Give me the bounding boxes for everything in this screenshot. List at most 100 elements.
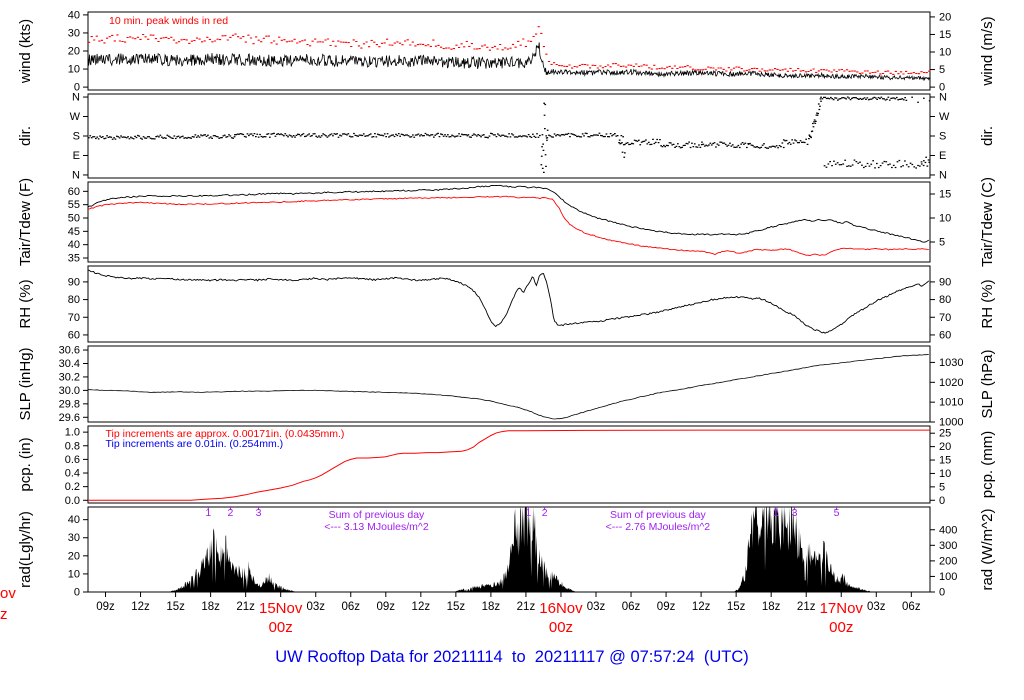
temp-ytick-label-right: 5 [939,237,945,249]
x-axis-date-label: 00z [269,619,293,636]
wind-series-wind-peaks [88,26,931,75]
wind-axis-label-right: wind (m/s) [979,16,996,86]
rad-annotation: 3 [256,507,262,519]
pcp-ytick-label-right: 20 [939,441,951,453]
pcp-axis-label-left: pcp. (in) [17,437,34,491]
rad-annotation: <--- 3.13 MJoules/m^2 [324,521,429,533]
rad-ytick-label-right: 0 [939,587,945,599]
rh-ytick-label-right: 90 [939,276,951,288]
dir-ytick-label-left: S [73,131,80,143]
temp-panel-border [87,181,931,263]
slp-ytick-label-left: 29.6 [59,412,80,424]
slp-panel-border [87,345,931,423]
dir-ytick-label-left: W [70,111,81,123]
dir-ytick-label-right: N [939,169,947,181]
x-axis-label: 09z [377,601,396,613]
x-axis-label: 18z [482,601,501,613]
rh-axis-label-right: RH (%) [979,279,996,328]
x-axis-date-label: 00z [829,619,853,636]
clipped-date-label-left: ov z [0,583,16,625]
temp-ytick-label-left: 35 [68,253,80,265]
rad-annotation: 1 [205,507,211,519]
pcp-ytick-label-left: 0.0 [65,495,80,507]
x-axis-date-label: 15Nov [259,600,303,617]
slp-ytick-label-left: 30.4 [59,358,80,370]
rh-ytick-label-left: 70 [68,312,80,324]
dir-axis-label-left: dir. [17,126,34,146]
rad-axis-label-left: rad(Lgly/hr) [17,511,34,588]
rad-ytick-label-right: 200 [939,555,957,567]
x-axis-label: 06z [341,601,360,613]
rh-ytick-label-left: 80 [68,294,80,306]
temp-axis-label-right: Tair/Tdew (C) [979,177,996,267]
x-axis-date-label: 00z [549,619,573,636]
dir-ytick-label-right: E [939,150,946,162]
slp-ytick-label-left: 30.6 [59,345,80,357]
rad-ytick-label-right: 100 [939,571,957,583]
dir-ytick-label-right: W [939,111,950,123]
pcp-ytick-label-left: 0.8 [65,440,80,452]
dir-ytick-label-right: N [939,92,947,104]
x-axis-label: 09z [657,601,676,613]
x-axis-label: 21z [236,601,255,613]
wind-series-wind-avg [87,42,930,82]
temp-series-tdew [87,195,929,257]
rh-ytick-label-left: 90 [68,276,80,288]
wind-ytick-label-right: 0 [939,82,945,94]
pcp-ytick-label-left: 0.2 [65,481,80,493]
pcp-ytick-label-right: 10 [939,468,951,480]
wind-ytick-label-right: 15 [939,29,951,41]
x-axis-label: 15z [447,601,466,613]
temp-ytick-label-right: 15 [939,189,951,201]
rad-annotation: 5 [834,507,840,519]
wind-annotation: 10 min. peak winds in red [109,15,228,27]
rad-ytick-label-left: 30 [68,532,80,544]
x-axis-label: 12z [131,601,150,613]
x-axis-label: 12z [412,601,431,613]
rad-annotation: Sum of previous day [329,509,425,521]
x-axis-label: 18z [762,601,781,613]
rad-ytick-label-right: 400 [939,524,957,536]
slp-series-sea-level-pressure [87,354,929,420]
temp-ytick-label-right: 10 [939,213,951,225]
wind-ytick-label-right: 5 [939,64,945,76]
rad-annotation: 3 [792,507,798,519]
dir-ytick-label-right: S [939,131,946,143]
pcp-series-precip-cumulative [88,429,930,501]
wind-axis-label-left: wind (kts) [17,19,34,84]
dir-ytick-label-left: E [73,150,80,162]
temp-series-tair [87,184,930,243]
slp-ytick-label-right: 1010 [939,397,963,409]
wind-ytick-label-left: 10 [68,64,80,76]
rad-ytick-label-left: 0 [74,587,80,599]
rh-panel-border [87,265,931,343]
wind-ytick-label-left: 40 [68,9,80,21]
temp-ytick-label-left: 40 [68,239,80,251]
rad-ytick-label-left: 40 [68,514,80,526]
x-axis-label: 15z [166,601,185,613]
rh-ytick-label-left: 60 [68,329,80,341]
slp-ytick-label-right: 1030 [939,357,963,369]
x-axis-label: 03z [306,601,325,613]
x-axis-label: 03z [587,601,606,613]
x-axis-label: 03z [867,601,886,613]
x-axis-label: 21z [517,601,536,613]
wind-ytick-label-right: 10 [939,47,951,59]
figure-title: UW Rooftop Data for 20211114 to 20211117… [275,648,749,666]
slp-axis-label-right: SLP (hPa) [979,350,996,419]
rh-ytick-label-right: 80 [939,294,951,306]
rad-ytick-label-left: 10 [68,568,80,580]
temp-ytick-label-left: 60 [68,186,80,198]
rh-ytick-label-right: 60 [939,329,951,341]
clipped-date-line1: ov [0,585,16,602]
x-axis-label: 18z [201,601,220,613]
rad-axis-label-right: rad (W/m^2) [979,508,996,590]
x-axis-label: 06z [622,601,641,613]
wind-ytick-label-left: 20 [68,46,80,58]
dir-series-direction [88,96,931,174]
dir-axis-label-right: dir. [979,126,996,146]
slp-axis-label-left: SLP (inHg) [17,347,34,420]
pcp-ytick-label-right: 0 [939,495,945,507]
